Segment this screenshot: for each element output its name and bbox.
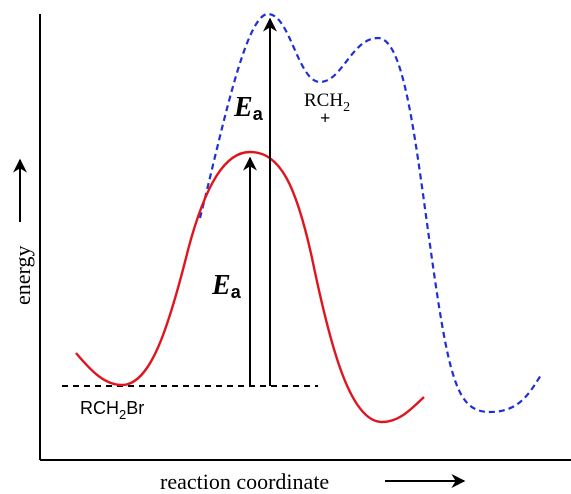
y-axis-label: energy: [10, 246, 35, 305]
ea-upper-label: Ea: [233, 92, 264, 124]
x-axis-label: reaction coordinate: [160, 469, 329, 494]
y-axis-label-group: energy: [10, 246, 35, 305]
ea-lower-label: Ea: [211, 270, 242, 302]
uncatalyzed-curve: [198, 12, 542, 414]
intermediate-charge: +: [320, 108, 330, 128]
catalyzed-curve: [75, 150, 425, 424]
intermediate-label: RCH2: [304, 90, 350, 115]
reactant-label: RCH2Br: [80, 398, 144, 422]
